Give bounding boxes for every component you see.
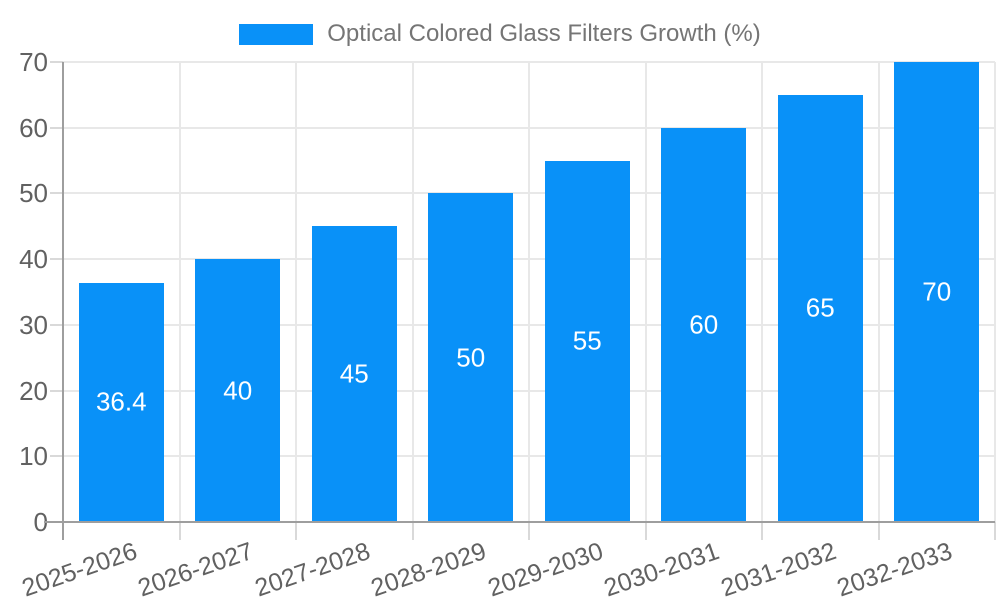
y-axis-tick (50, 389, 63, 392)
gridline-vertical (994, 62, 996, 522)
gridline-vertical (178, 62, 181, 522)
bar: 65 (777, 94, 863, 522)
x-axis-tick (877, 522, 880, 540)
y-axis-line (62, 62, 64, 540)
y-axis-tick (50, 192, 63, 195)
x-axis-tick-label: 2025-2026 (18, 537, 141, 600)
bar: 50 (428, 193, 514, 522)
gridline-vertical (295, 62, 297, 522)
y-axis-tick (50, 258, 63, 261)
x-axis-tick (994, 522, 996, 540)
bar-value-label: 65 (805, 292, 835, 323)
bar: 45 (311, 226, 397, 522)
bar-value-label: 40 (223, 375, 253, 406)
x-axis-tick-label: 2027-2028 (251, 537, 374, 600)
x-axis-tick-label: 2032-2033 (833, 537, 956, 600)
legend-item[interactable]: Optical Colored Glass Filters Growth (%) (0, 20, 1000, 48)
gridline-vertical (411, 62, 414, 522)
bar: 36.4 (78, 282, 164, 522)
bar-value-label: 55 (572, 325, 602, 356)
y-axis-tick-label: 70 (19, 47, 48, 77)
bar: 70 (894, 62, 980, 522)
x-axis-tick (528, 522, 530, 540)
legend-swatch (239, 23, 314, 45)
y-axis-tick (50, 61, 63, 63)
x-axis-tick (411, 522, 414, 540)
x-axis-tick-label: 2031-2032 (717, 537, 840, 600)
x-axis-tick-label: 2030-2031 (600, 537, 723, 600)
bar-value-label: 45 (339, 358, 369, 389)
x-axis-tick (644, 522, 647, 540)
gridline-vertical (528, 62, 530, 522)
x-axis-tick (178, 522, 181, 540)
y-axis-tick-label: 60 (19, 112, 48, 143)
y-axis-tick-label: 20 (19, 375, 48, 406)
x-axis-line (44, 521, 995, 523)
x-axis-tick-label: 2029-2030 (484, 537, 607, 600)
bar-value-label: 50 (456, 342, 486, 373)
bar: 55 (544, 160, 630, 522)
y-axis-tick-label: 30 (19, 309, 48, 340)
bar-value-label: 60 (689, 309, 719, 340)
bar: 60 (661, 127, 747, 522)
gridline-vertical (644, 62, 647, 522)
bar-value-label: 36.4 (95, 386, 147, 417)
y-axis-tick-label: 0 (33, 507, 48, 537)
x-axis-tick (761, 522, 763, 540)
y-axis-tick (50, 126, 63, 129)
gridline-vertical (877, 62, 880, 522)
y-axis-tick-label: 50 (19, 178, 48, 209)
y-axis-tick-label: 40 (19, 244, 48, 275)
bar: 40 (195, 259, 281, 522)
y-axis-tick (50, 455, 63, 458)
legend-label: Optical Colored Glass Filters Growth (%) (327, 20, 761, 47)
bar-value-label: 70 (922, 276, 952, 307)
x-axis-tick-label: 2028-2029 (367, 537, 490, 600)
gridline-vertical (761, 62, 763, 522)
x-axis-tick (295, 522, 297, 540)
y-axis-tick (50, 323, 63, 326)
x-axis-tick-label: 2026-2027 (134, 537, 257, 600)
y-axis-tick-label: 10 (19, 441, 48, 472)
